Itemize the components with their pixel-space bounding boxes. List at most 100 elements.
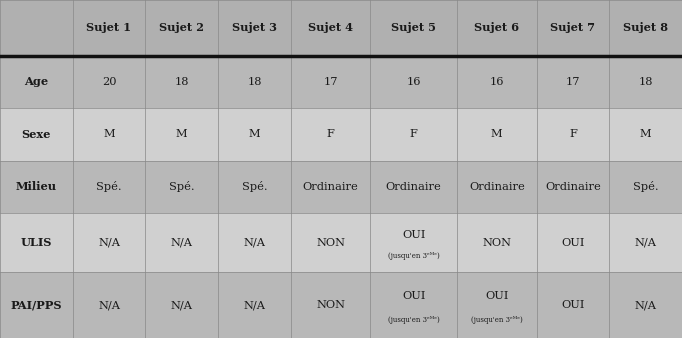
Text: OUI: OUI [402,291,426,301]
Text: Ordinaire: Ordinaire [469,182,524,192]
Bar [457,56,537,108]
Bar [370,56,457,108]
Text: NON: NON [316,300,345,310]
Text: Spé.: Spé. [633,181,658,192]
Text: Age: Age [25,76,48,88]
Text: PAI/PPS: PAI/PPS [11,299,62,311]
Bar [0,213,73,272]
Bar [609,56,682,108]
Bar [370,161,457,213]
Bar [537,272,609,338]
Bar [370,272,457,338]
Bar [609,213,682,272]
Text: OUI: OUI [561,300,584,310]
Text: Sujet 1: Sujet 1 [87,22,132,33]
Bar [609,0,682,56]
Bar [457,272,537,338]
Text: 20: 20 [102,77,117,87]
Text: M: M [491,129,503,139]
Bar [218,213,291,272]
Text: F: F [327,129,335,139]
Text: Milieu: Milieu [16,181,57,192]
Text: 17: 17 [323,77,338,87]
Text: N/A: N/A [243,238,265,247]
Bar [537,108,609,161]
Bar [0,56,73,108]
Text: F: F [569,129,577,139]
Text: 16: 16 [490,77,504,87]
Bar [145,213,218,272]
Bar [537,56,609,108]
Text: Spé.: Spé. [169,181,194,192]
Bar [537,213,609,272]
Bar [291,161,370,213]
Text: 18: 18 [638,77,653,87]
Text: N/A: N/A [98,238,120,247]
Text: Ordinaire: Ordinaire [545,182,601,192]
Bar [145,108,218,161]
Bar [291,56,370,108]
Text: Ordinaire: Ordinaire [303,182,359,192]
Text: 16: 16 [406,77,421,87]
Bar [537,0,609,56]
Text: Sujet 7: Sujet 7 [550,22,595,33]
Bar [73,108,145,161]
Bar [73,161,145,213]
Text: M: M [103,129,115,139]
Bar [73,213,145,272]
Bar [0,272,73,338]
Bar [370,108,457,161]
Bar [457,108,537,161]
Text: Ordinaire: Ordinaire [386,182,441,192]
Text: 18: 18 [175,77,189,87]
Text: N/A: N/A [635,238,657,247]
Bar [218,272,291,338]
Bar [537,161,609,213]
Bar [0,161,73,213]
Text: (jusqu'en 3ᵉᴹᵉ): (jusqu'en 3ᵉᴹᵉ) [388,316,440,323]
Text: Spé.: Spé. [241,181,267,192]
Bar [0,0,73,56]
Bar [0,108,73,161]
Bar [145,0,218,56]
Text: 17: 17 [565,77,580,87]
Bar [291,272,370,338]
Text: OUI: OUI [485,291,509,301]
Text: Sujet 2: Sujet 2 [160,22,204,33]
Text: F: F [410,129,417,139]
Bar [145,56,218,108]
Text: (jusqu'en 3ᵉᴹᵉ): (jusqu'en 3ᵉᴹᵉ) [471,316,522,323]
Bar [145,272,218,338]
Text: OUI: OUI [561,238,584,247]
Text: NON: NON [482,238,512,247]
Text: M: M [640,129,651,139]
Text: N/A: N/A [635,300,657,310]
Bar [218,161,291,213]
Text: Sexe: Sexe [22,129,51,140]
Text: (jusqu'en 3ᵉᴹᵉ): (jusqu'en 3ᵉᴹᵉ) [388,251,440,260]
Bar [291,213,370,272]
Text: M: M [176,129,188,139]
Text: N/A: N/A [170,300,193,310]
Text: Sujet 3: Sujet 3 [232,22,277,33]
Bar [218,56,291,108]
Bar [73,272,145,338]
Text: N/A: N/A [243,300,265,310]
Text: Sujet 5: Sujet 5 [391,22,436,33]
Bar [609,272,682,338]
Text: Sujet 4: Sujet 4 [308,22,353,33]
Bar [457,0,537,56]
Text: Sujet 8: Sujet 8 [623,22,668,33]
Bar [218,108,291,161]
Bar [73,0,145,56]
Text: M: M [249,129,261,139]
Text: NON: NON [316,238,345,247]
Bar [370,0,457,56]
Bar [291,0,370,56]
Bar [291,108,370,161]
Text: 18: 18 [247,77,262,87]
Bar [73,56,145,108]
Bar [370,213,457,272]
Text: ULIS: ULIS [20,237,52,248]
Text: OUI: OUI [402,230,426,240]
